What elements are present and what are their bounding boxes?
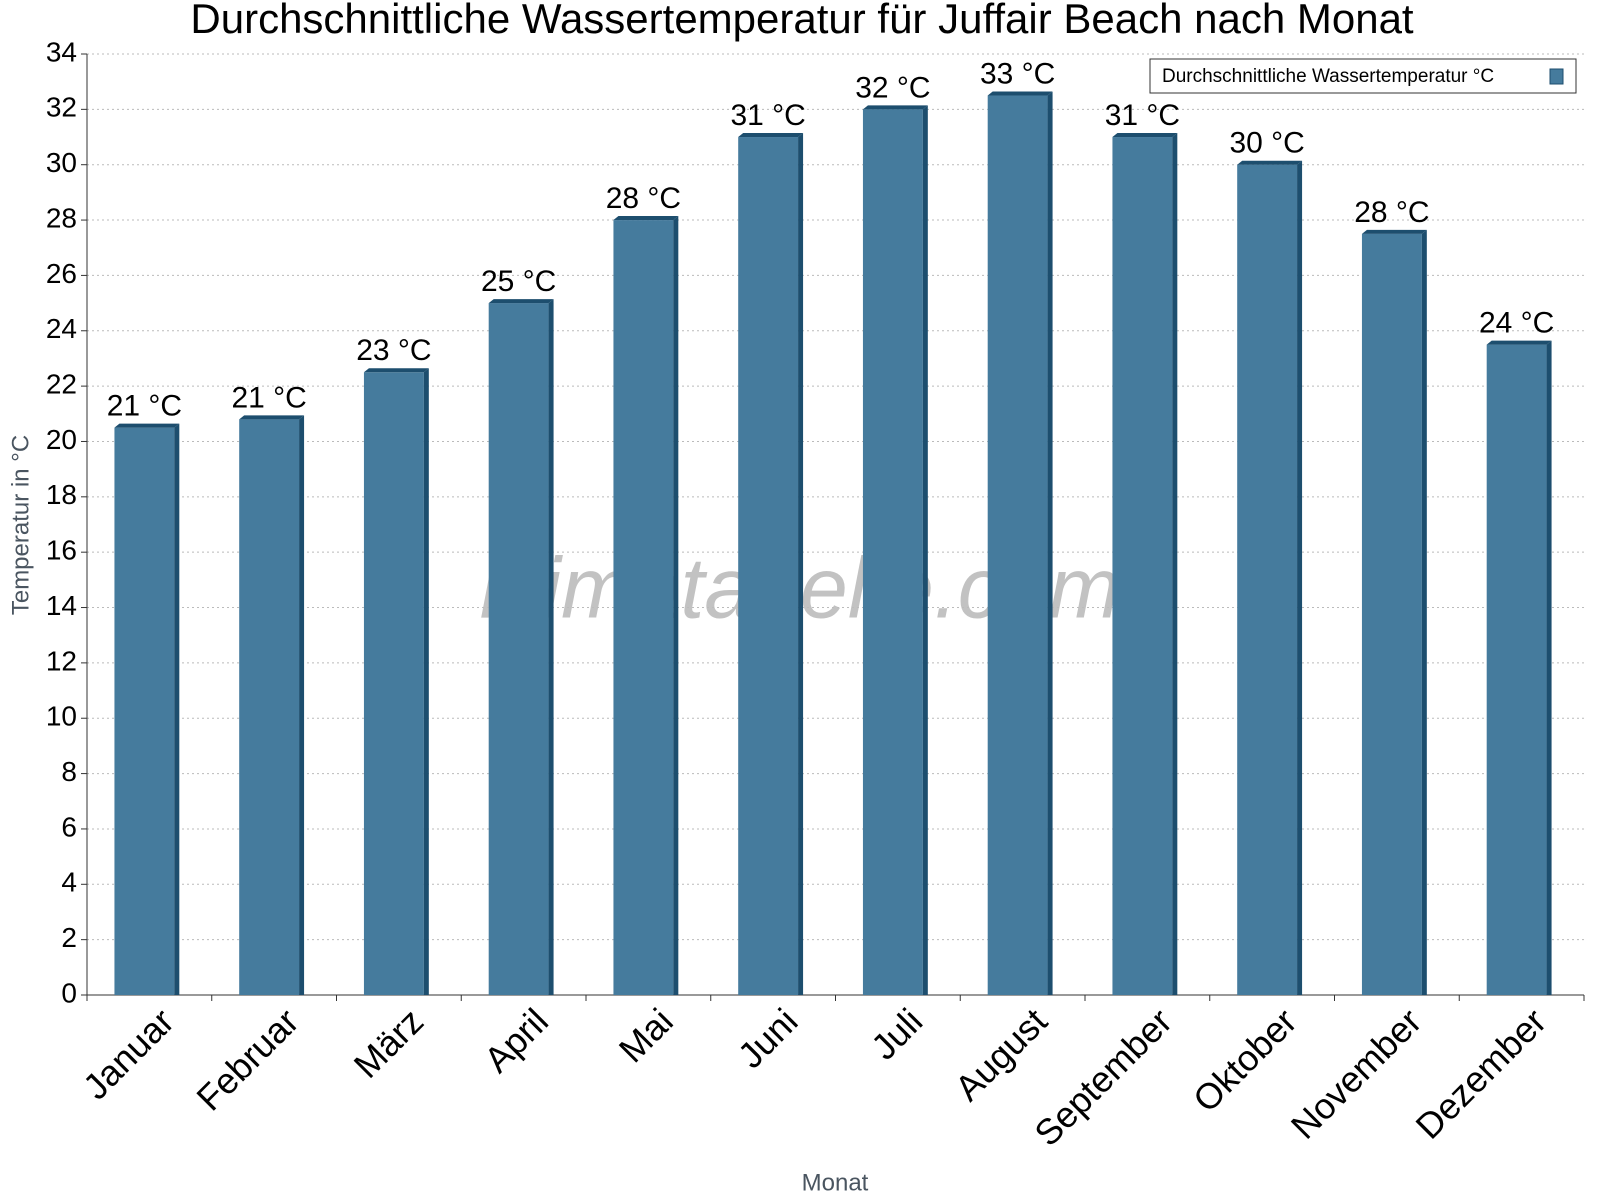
value-label: 25 °C: [481, 265, 556, 298]
x-tick-label: November: [1283, 1000, 1429, 1146]
bar-side: [1172, 133, 1178, 995]
x-tick-label: Januar: [75, 1000, 182, 1107]
legend-label: Durchschnittliche Wassertemperatur °C: [1162, 66, 1494, 87]
bar-top: [738, 133, 804, 138]
bar-group: 28 °C: [606, 182, 681, 995]
bar: [1237, 164, 1298, 996]
bar-top: [862, 105, 928, 110]
y-tick-label: 28: [46, 202, 77, 233]
bar: [613, 220, 674, 995]
value-label: 31 °C: [730, 99, 805, 132]
y-tick-label: 30: [46, 147, 77, 178]
bar-group: 21 °C: [231, 381, 307, 995]
x-tick-label: März: [346, 1000, 432, 1086]
y-tick-label: 24: [46, 313, 77, 344]
value-label: 23 °C: [356, 334, 431, 367]
bar-side: [548, 299, 554, 995]
y-tick-label: 14: [46, 590, 77, 621]
chart-title: Durchschnittliche Wassertemperatur für J…: [190, 0, 1414, 42]
bar-top: [1486, 340, 1552, 345]
x-tick-label: Juli: [863, 1000, 930, 1067]
x-tick-label: Juni: [730, 1000, 806, 1076]
bar-top: [1112, 133, 1178, 138]
bar: [363, 372, 424, 995]
bar-side: [1421, 229, 1427, 995]
y-tick-label: 32: [46, 92, 77, 123]
bar-side: [673, 216, 679, 995]
value-label: 33 °C: [980, 57, 1055, 90]
bar-group: 30 °C: [1229, 127, 1305, 996]
bar: [1112, 137, 1173, 995]
bar-side: [1297, 160, 1303, 996]
y-tick-label: 8: [61, 756, 77, 787]
value-label: 21 °C: [107, 390, 182, 423]
value-label: 28 °C: [1354, 196, 1429, 229]
bar-side: [423, 368, 429, 995]
legend-box: [1149, 58, 1577, 94]
bar-group: 24 °C: [1479, 307, 1554, 996]
bar-side: [1047, 91, 1053, 995]
y-tick-label: 18: [46, 479, 77, 510]
bar-top: [114, 423, 180, 428]
bar-top: [363, 368, 429, 373]
value-label: 21 °C: [231, 381, 306, 414]
bar-top: [1361, 229, 1427, 234]
y-tick-label: 6: [61, 811, 77, 842]
value-label: 32 °C: [855, 71, 930, 104]
value-label: 28 °C: [606, 182, 681, 215]
y-tick-label: 12: [46, 645, 77, 676]
y-tick-label: 0: [61, 977, 77, 1008]
bar-side: [174, 423, 180, 996]
x-tick-label: April: [476, 1000, 556, 1080]
bar-group: 25 °C: [481, 265, 556, 995]
bar-group: 31 °C: [1105, 99, 1180, 995]
y-tick-label: 22: [46, 369, 77, 400]
x-axis-label: Monat: [802, 1169, 869, 1196]
x-tick-label: August: [947, 1000, 1055, 1108]
y-axis-label: Temperatur in °C: [7, 435, 34, 615]
bar-side: [922, 105, 928, 995]
bar: [114, 427, 175, 996]
value-label: 31 °C: [1105, 99, 1180, 132]
bar-side: [299, 415, 305, 995]
x-tick-label: September: [1026, 1000, 1180, 1154]
value-label: 30 °C: [1229, 127, 1304, 160]
x-tick-label: Mai: [611, 1000, 681, 1070]
y-tick-label: 10: [46, 701, 77, 732]
bar-group: 31 °C: [730, 99, 806, 995]
legend-swatch: [1549, 68, 1564, 85]
bar-group: 28 °C: [1354, 196, 1430, 995]
bar: [1361, 233, 1422, 995]
bar: [488, 303, 549, 995]
bar: [987, 95, 1048, 995]
bar: [1486, 344, 1547, 996]
bar-top: [613, 216, 679, 221]
bar-top: [488, 299, 554, 304]
bar-side: [798, 133, 804, 995]
bar-side: [1546, 340, 1552, 996]
bar-group: 23 °C: [356, 334, 432, 995]
bar-top: [1237, 160, 1303, 165]
bar: [239, 419, 300, 995]
value-label: 24 °C: [1479, 307, 1554, 340]
bar: [862, 109, 923, 995]
bar-top: [239, 415, 305, 420]
bar-group: 32 °C: [855, 71, 931, 995]
y-tick-label: 20: [46, 424, 77, 455]
bar: [738, 137, 799, 995]
bar-group: 33 °C: [980, 57, 1055, 995]
x-tick-label: Oktober: [1185, 1000, 1305, 1120]
y-tick-label: 16: [46, 535, 77, 566]
y-tick-label: 4: [61, 867, 77, 898]
y-tick-label: 2: [61, 922, 77, 953]
x-tick-label: Februar: [188, 1000, 306, 1118]
y-tick-label: 34: [46, 36, 77, 67]
x-tick-label: Dezember: [1408, 1000, 1554, 1146]
y-tick-label: 26: [46, 258, 77, 289]
bar-top: [987, 91, 1053, 96]
bar-group: 21 °C: [107, 390, 182, 996]
